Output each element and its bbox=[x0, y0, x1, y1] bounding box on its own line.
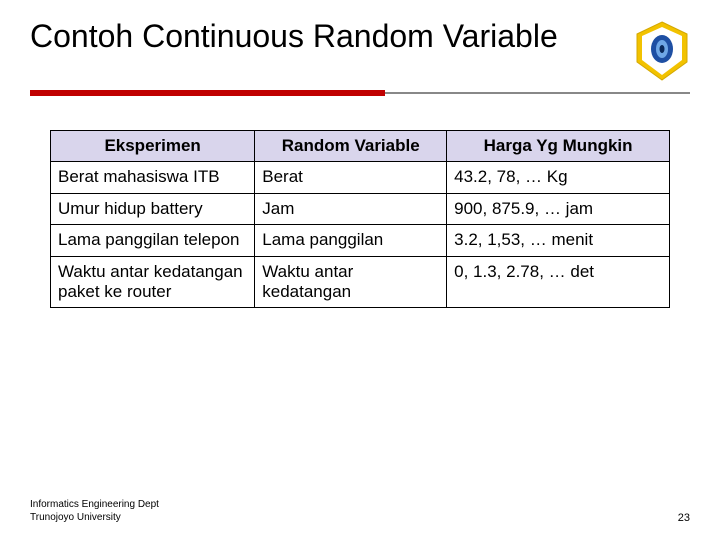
cell: 3.2, 1,53, … menit bbox=[447, 225, 670, 256]
table-row: Umur hidup battery Jam 900, 875.9, … jam bbox=[51, 193, 670, 224]
footer-line1: Informatics Engineering Dept bbox=[30, 499, 159, 512]
table-row: Berat mahasiswa ITB Berat 43.2, 78, … Kg bbox=[51, 162, 670, 193]
col-header-random-variable: Random Variable bbox=[255, 131, 447, 162]
examples-table: Eksperimen Random Variable Harga Yg Mung… bbox=[50, 130, 670, 308]
cell: Umur hidup battery bbox=[51, 193, 255, 224]
cell: Berat mahasiswa ITB bbox=[51, 162, 255, 193]
col-header-eksperimen: Eksperimen bbox=[51, 131, 255, 162]
cell: Lama panggilan telepon bbox=[51, 225, 255, 256]
cell: Berat bbox=[255, 162, 447, 193]
cell: 0, 1.3, 2.78, … det bbox=[447, 256, 670, 308]
footer-line2: Trunojoyo University bbox=[30, 512, 159, 525]
cell: Jam bbox=[255, 193, 447, 224]
cell: 43.2, 78, … Kg bbox=[447, 162, 670, 193]
cell: Waktu antar kedatangan paket ke router bbox=[51, 256, 255, 308]
page-title: Contoh Continuous Random Variable bbox=[30, 18, 624, 55]
cell: 900, 875.9, … jam bbox=[447, 193, 670, 224]
page-number: 23 bbox=[678, 512, 690, 524]
footer-affiliation: Informatics Engineering Dept Trunojoyo U… bbox=[30, 499, 159, 524]
table-row: Waktu antar kedatangan paket ke router W… bbox=[51, 256, 670, 308]
col-header-harga: Harga Yg Mungkin bbox=[447, 131, 670, 162]
table-row: Lama panggilan telepon Lama panggilan 3.… bbox=[51, 225, 670, 256]
cell: Waktu antar kedatangan bbox=[255, 256, 447, 308]
university-logo-icon bbox=[634, 20, 690, 82]
cell: Lama panggilan bbox=[255, 225, 447, 256]
title-underline bbox=[30, 90, 690, 96]
